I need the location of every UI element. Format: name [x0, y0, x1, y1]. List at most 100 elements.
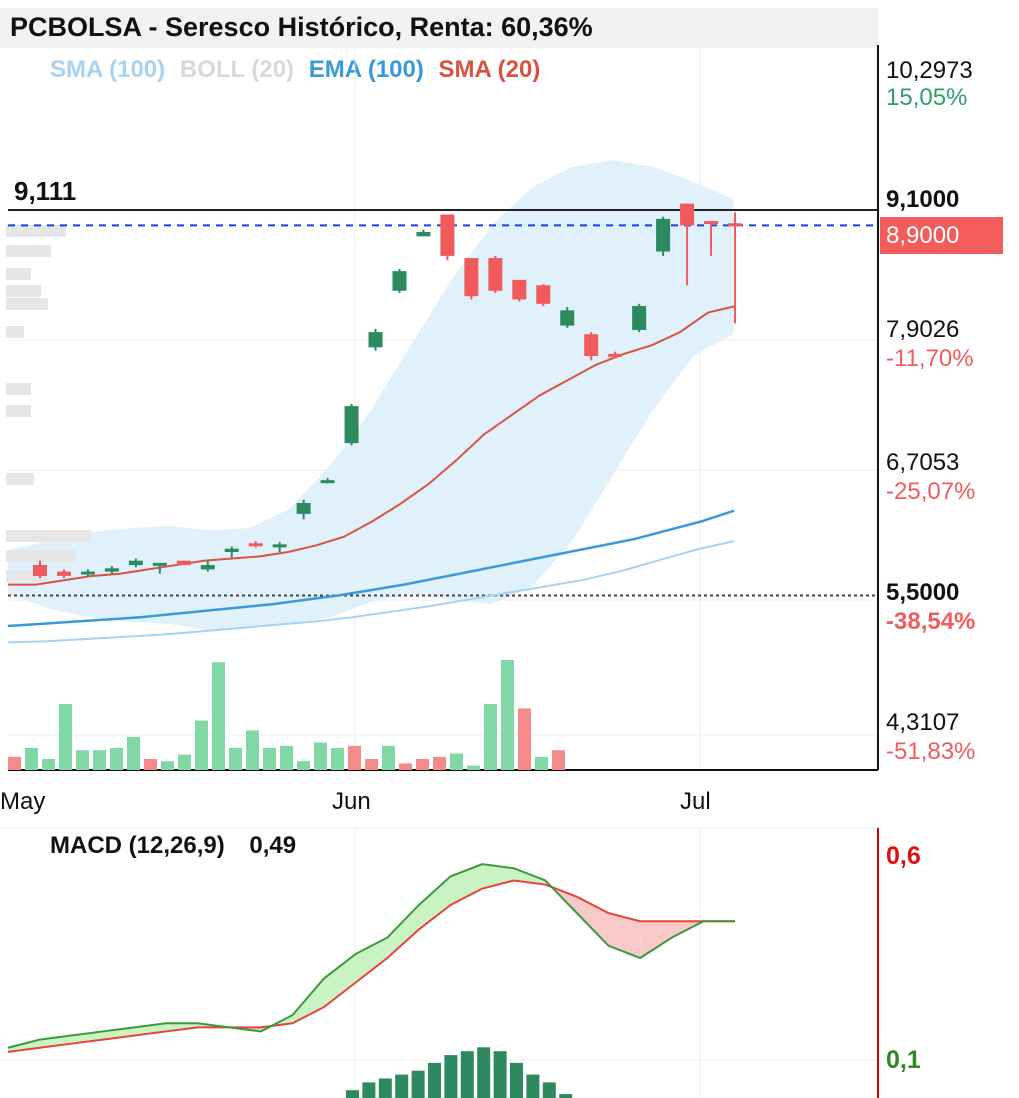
legend-boll20[interactable]: BOLL (20) — [179, 56, 295, 83]
legend-ema100[interactable]: EMA (100) — [308, 56, 424, 83]
volume-bar-2 — [42, 759, 55, 770]
ema100-line — [7, 509, 735, 628]
candle-body-20 — [512, 279, 527, 300]
macd-fill-5 — [166, 1023, 198, 1032]
candle-body-23 — [584, 334, 599, 357]
candle-body-19 — [488, 258, 503, 291]
volume-bar-19 — [331, 748, 344, 770]
candle-body-10 — [272, 544, 287, 548]
max-line-label: 9,111 — [14, 176, 77, 206]
volume-bar-6 — [110, 748, 123, 770]
volume-bar-29 — [501, 660, 514, 770]
candle-body-16 — [416, 231, 431, 237]
macd-value: 0,49 — [249, 832, 297, 859]
legend-sma20[interactable]: SMA (20) — [438, 56, 541, 83]
volume-bar-5 — [93, 750, 106, 770]
macd-hist-bar-12 — [542, 1082, 556, 1098]
indicator-legend: SMA (100) BOLL (20) EMA (100) SMA (20) — [50, 56, 548, 84]
price-chart[interactable] — [0, 0, 1019, 800]
candle-body-28 — [704, 221, 719, 225]
macd-legend: MACD (12,26,9) 0,49 — [50, 832, 296, 860]
month-label-jun: Jun — [332, 788, 371, 815]
macd-fill-15 — [482, 864, 514, 889]
volume-bar-14 — [246, 730, 259, 770]
volume-profile-bar-2 — [6, 268, 31, 280]
volume-bar-16 — [280, 745, 293, 770]
macd-hist-bar-11 — [526, 1074, 540, 1098]
candle-body-17 — [440, 214, 455, 256]
volume-bar-11 — [195, 720, 208, 770]
macd-fill-18 — [576, 896, 609, 946]
macd-hist-bar-2 — [378, 1078, 392, 1098]
macd-fill-9 — [292, 978, 325, 1024]
axis-pct-5: -38,54% — [886, 608, 976, 635]
volume-bar-21 — [365, 759, 378, 770]
axis-value-2: 9,1000 — [886, 186, 960, 213]
macd-hist-bar-7 — [460, 1051, 474, 1098]
volume-bar-32 — [552, 750, 565, 770]
candle-body-4 — [128, 560, 143, 566]
volume-profile-bar-7 — [6, 405, 31, 417]
sma100-line — [7, 540, 735, 644]
volume-bar-27 — [467, 765, 480, 770]
macd-hist-bar-1 — [362, 1082, 376, 1098]
axis-pct-1: 15,05% — [886, 84, 968, 111]
axis-value-3: 7,9026 — [886, 316, 960, 343]
month-label-jul: Jul — [680, 788, 711, 815]
candle-body-29 — [728, 223, 742, 227]
candle-body-7 — [200, 565, 215, 570]
macd-tick-low: 0,1 — [886, 1046, 921, 1074]
volume-bar-22 — [382, 745, 395, 770]
candle-body-12 — [320, 480, 335, 484]
candle-body-2 — [80, 571, 95, 575]
macd-fill-13 — [418, 876, 451, 930]
volume-bar-28 — [484, 704, 497, 770]
candle-body-24 — [608, 353, 623, 357]
candle-body-25 — [632, 305, 647, 330]
macd-hist-bar-10 — [510, 1062, 523, 1098]
volume-bar-31 — [535, 756, 548, 770]
macd-hist-bar-3 — [395, 1074, 409, 1098]
axis-pct-4: -25,07% — [886, 478, 976, 505]
candle-body-26 — [656, 218, 671, 252]
candle-body-1 — [56, 571, 71, 576]
macd-hist-bar-0 — [346, 1090, 359, 1098]
volume-bar-17 — [297, 761, 310, 770]
macd-name: MACD (12,26,9) — [50, 832, 225, 859]
candle-body-13 — [344, 406, 359, 444]
candle-body-5 — [152, 562, 167, 566]
volume-bar-18 — [314, 742, 327, 770]
candle-body-14 — [368, 332, 383, 348]
volume-profile-bar-9 — [6, 530, 91, 542]
volume-bar-25 — [433, 756, 446, 770]
volume-bar-15 — [263, 748, 276, 770]
axis-pct-6: -51,83% — [886, 738, 976, 765]
signal-line — [7, 879, 735, 1053]
volume-profile-bar-5 — [6, 326, 24, 338]
candle-body-15 — [392, 271, 407, 291]
candle-body-0 — [33, 565, 47, 576]
macd-hist-bar-4 — [411, 1070, 425, 1098]
macd-chart[interactable] — [0, 820, 1019, 1098]
macd-hist-bar-6 — [444, 1055, 458, 1098]
candle-body-22 — [560, 310, 575, 326]
candle-body-9 — [248, 543, 263, 547]
macd-hist-bar-8 — [477, 1047, 491, 1098]
candle-body-6 — [176, 560, 191, 566]
candle-body-21 — [536, 285, 551, 304]
candle-body-11 — [296, 503, 311, 514]
volume-profile-bar-6 — [6, 383, 31, 395]
volume-profile-bar-10 — [6, 550, 76, 562]
volume-bar-10 — [178, 754, 191, 770]
volume-profile-bar-1 — [6, 245, 51, 257]
month-label-may: May — [0, 788, 46, 815]
volume-bar-26 — [450, 753, 463, 770]
volume-bar-20 — [348, 745, 361, 770]
volume-profile-bar-8 — [6, 473, 34, 485]
legend-sma100[interactable]: SMA (100) — [50, 56, 166, 83]
volume-bar-0 — [8, 756, 21, 770]
macd-fill-20 — [640, 921, 672, 958]
volume-bar-24 — [416, 759, 429, 770]
volume-bar-1 — [25, 748, 38, 770]
